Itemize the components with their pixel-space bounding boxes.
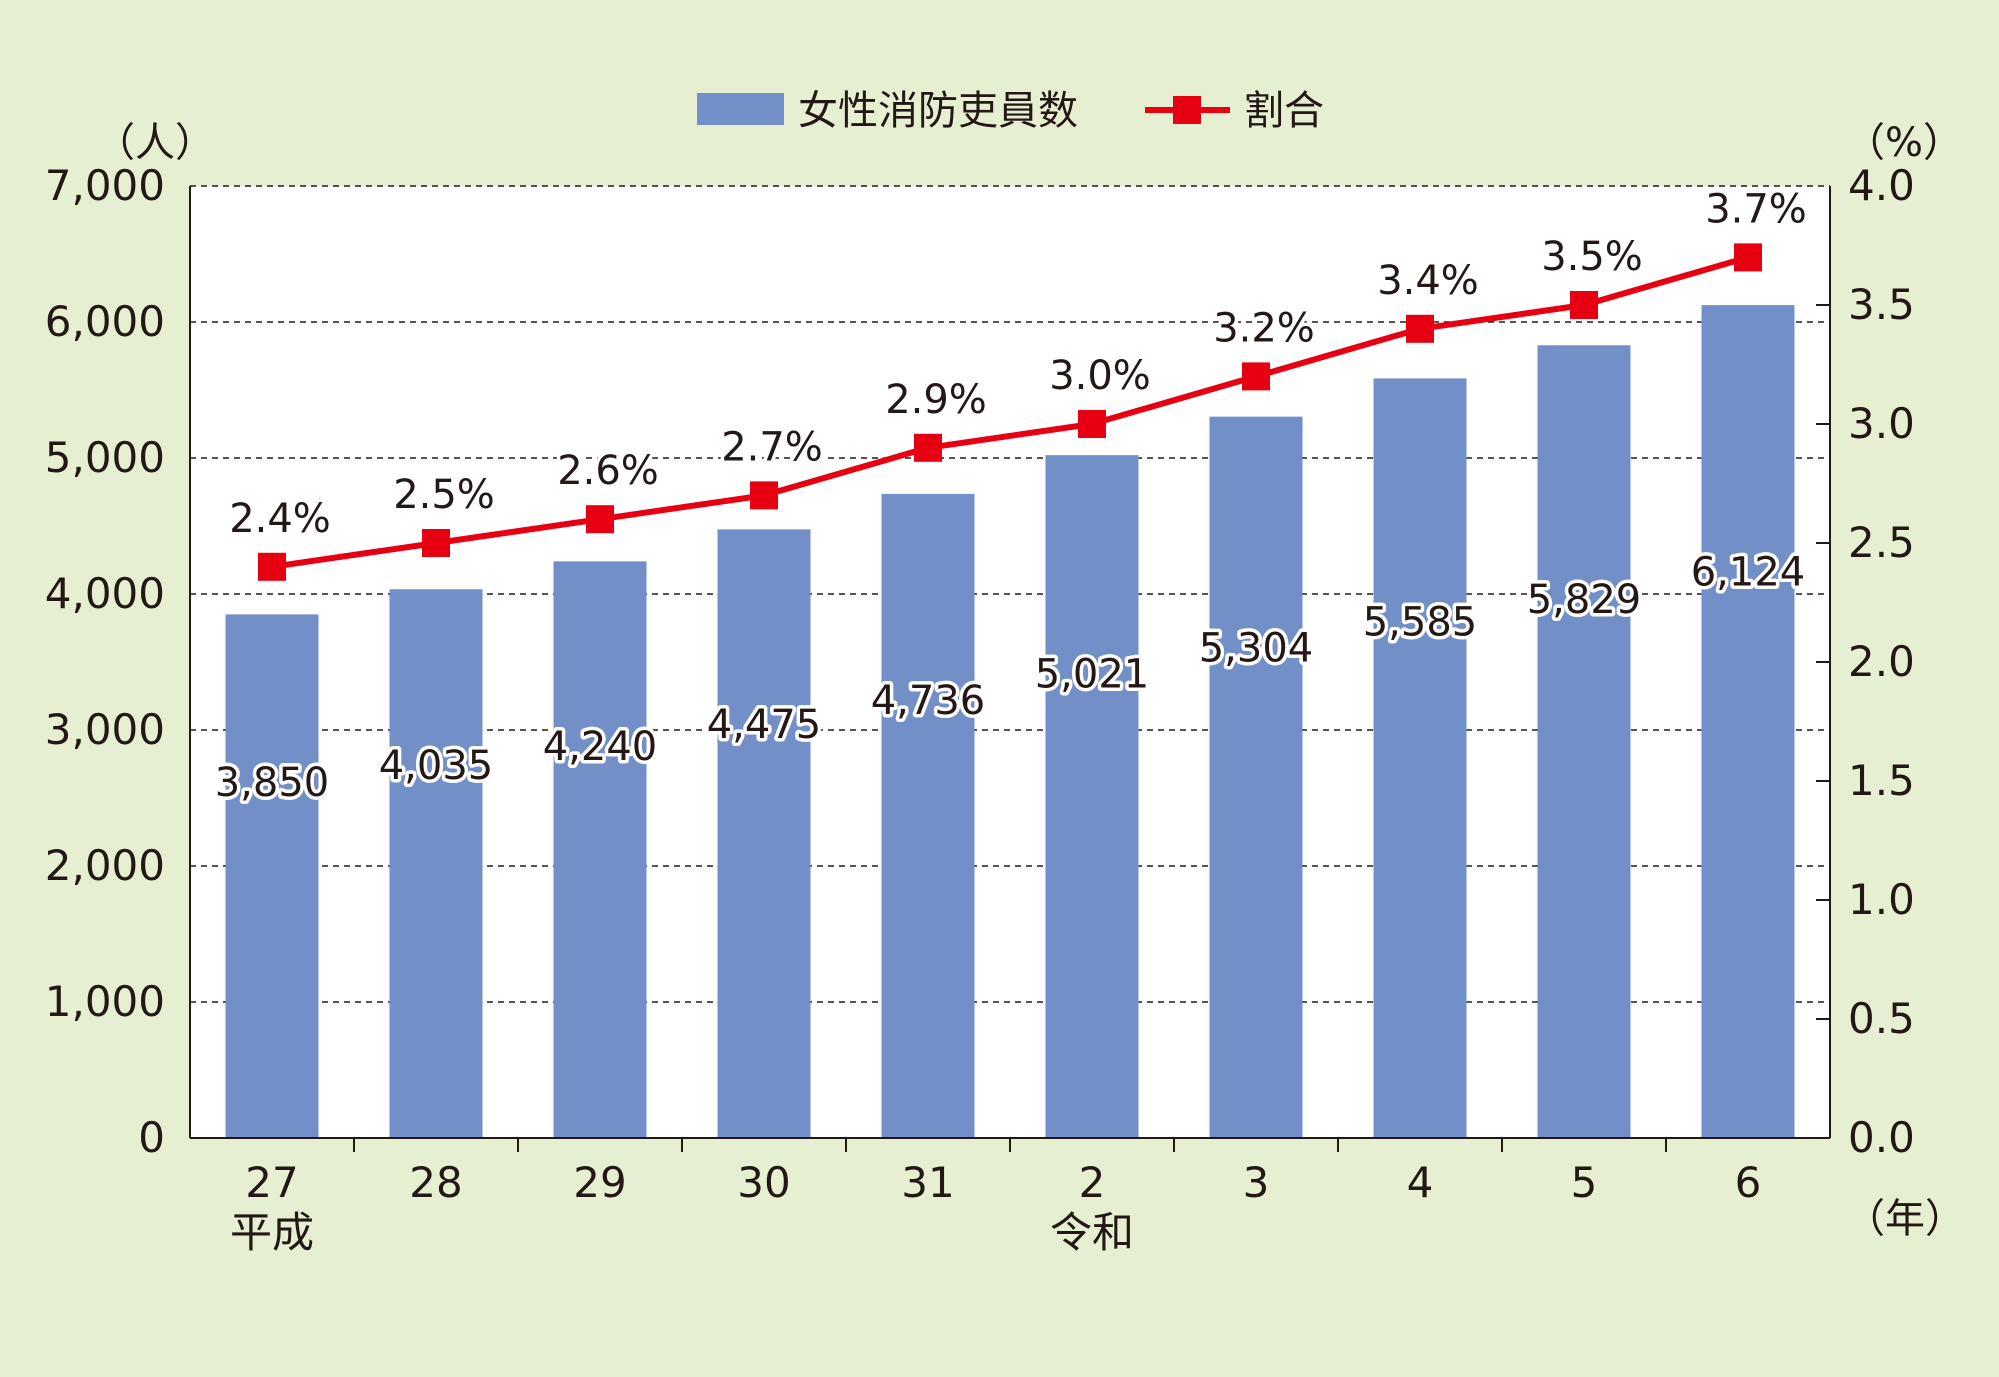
line-labels: 2.4% 2.5% 2.6% 2.7% 2.9% 3.0% 3.2% 3.4% 3.5% 3.7% (226, 183, 1811, 545)
ratio-marker (258, 552, 286, 581)
era-label: 令和 (1050, 1208, 1134, 1257)
ratio-marker (586, 505, 614, 534)
ratio-marker (1242, 362, 1270, 391)
bar-value-label: 6,124 (1691, 550, 1806, 596)
right-tick-label: 3.0 (1848, 399, 1915, 448)
x-tick-label: 3 (1243, 1158, 1270, 1207)
ratio-marker (750, 481, 778, 510)
bar-value-label: 5,585 (1363, 599, 1478, 645)
bar (1701, 305, 1795, 1138)
ratio-value-label: 2.4% (229, 496, 331, 542)
left-y-tick-labels: 0 1,000 2,000 3,000 4,000 5,000 6,000 7,000 (45, 161, 165, 1162)
left-tick-label: 3,000 (45, 705, 165, 754)
right-tick-label: 2.5 (1848, 518, 1915, 567)
ratio-marker (914, 433, 942, 462)
ratio-marker (1570, 291, 1598, 319)
bar-labels: 3,850 4,035 4,240 4,475 4,736 5,021 5,304 5,585… (211, 546, 1809, 809)
ratio-value-label: 2.5% (393, 472, 495, 518)
bar (553, 561, 647, 1138)
bar (225, 614, 319, 1138)
left-tick-label: 6,000 (45, 297, 165, 346)
ratio-value-label: 3.5% (1541, 234, 1643, 280)
x-axis-unit: （年） (1845, 1196, 1965, 1242)
left-tick-label: 2,000 (45, 841, 165, 890)
bar-value-label: 4,736 (871, 678, 986, 724)
bar (1537, 345, 1631, 1139)
bar (1209, 416, 1303, 1138)
bars (225, 305, 1795, 1139)
right-tick-label: 2.0 (1848, 637, 1915, 686)
legend-line-marker (1173, 96, 1201, 124)
bar-value-label: 5,304 (1199, 625, 1314, 671)
right-y-tick-labels: 0.0 0.5 1.0 1.5 2.0 2.5 3.0 3.5 4.0 (1848, 161, 1915, 1162)
x-tick-label: 5 (1571, 1158, 1598, 1207)
left-tick-label: 7,000 (45, 161, 165, 210)
legend: 女性消防吏員数 割合 (697, 88, 1324, 134)
left-tick-label: 5,000 (45, 433, 165, 482)
bar-value-label: 5,829 (1527, 577, 1642, 623)
ratio-marker (1078, 410, 1106, 438)
x-tick-label: 27 (245, 1158, 298, 1207)
right-tick-label: 1.0 (1848, 875, 1915, 924)
legend-bar-label: 女性消防吏員数 (798, 88, 1078, 134)
right-tick-label: 1.5 (1848, 756, 1915, 805)
x-tick-label: 31 (901, 1158, 954, 1207)
legend-line-label: 割合 (1244, 88, 1324, 134)
line-series (258, 243, 1762, 581)
ratio-line (271, 254, 1749, 570)
x-tick-label: 2 (1079, 1158, 1106, 1207)
axes (189, 186, 1831, 1152)
bar-value-label: 4,035 (379, 743, 494, 789)
bar-value-label: 4,240 (543, 724, 658, 770)
right-tick-label: 4.0 (1848, 161, 1915, 210)
x-tick-label: 30 (737, 1158, 790, 1207)
ratio-value-label: 2.6% (557, 448, 659, 494)
ratio-value-label: 3.7% (1705, 186, 1807, 232)
bar (1373, 378, 1467, 1138)
x-tick-label: 29 (573, 1158, 626, 1207)
x-tick-label: 28 (409, 1158, 462, 1207)
bar (389, 589, 483, 1138)
ratio-marker (1406, 314, 1434, 343)
right-axis-unit: （%） (1845, 120, 1963, 166)
bar (1045, 455, 1139, 1138)
bar-value-label: 4,475 (707, 702, 822, 748)
ratio-value-label: 2.9% (885, 377, 987, 423)
bar (881, 493, 975, 1138)
ratio-value-label: 3.4% (1377, 258, 1479, 304)
right-tick-label: 0.0 (1848, 1113, 1915, 1162)
x-tick-label: 6 (1735, 1158, 1762, 1207)
left-tick-label: 1,000 (45, 977, 165, 1026)
right-tick-label: 0.5 (1848, 994, 1915, 1043)
ratio-value-label: 3.2% (1213, 305, 1315, 351)
bar-value-label: 5,021 (1035, 652, 1150, 698)
x-tick-labels: 27 28 29 30 31 2 3 4 5 6 平成 令和 (230, 1158, 1761, 1257)
bar-value-label: 3,850 (215, 760, 330, 806)
ratio-value-label: 3.0% (1049, 353, 1151, 399)
x-tick-label: 4 (1407, 1158, 1434, 1207)
right-tick-label: 3.5 (1848, 280, 1915, 329)
left-tick-label: 4,000 (45, 569, 165, 618)
left-axis-unit: （人） (95, 120, 215, 166)
ratio-marker (422, 529, 450, 557)
ratio-marker (1734, 243, 1762, 272)
legend-bar-swatch (697, 93, 784, 125)
ratio-value-label: 2.7% (721, 424, 823, 470)
left-tick-label: 0 (138, 1113, 165, 1162)
bar (717, 529, 811, 1138)
era-label: 平成 (230, 1208, 314, 1257)
